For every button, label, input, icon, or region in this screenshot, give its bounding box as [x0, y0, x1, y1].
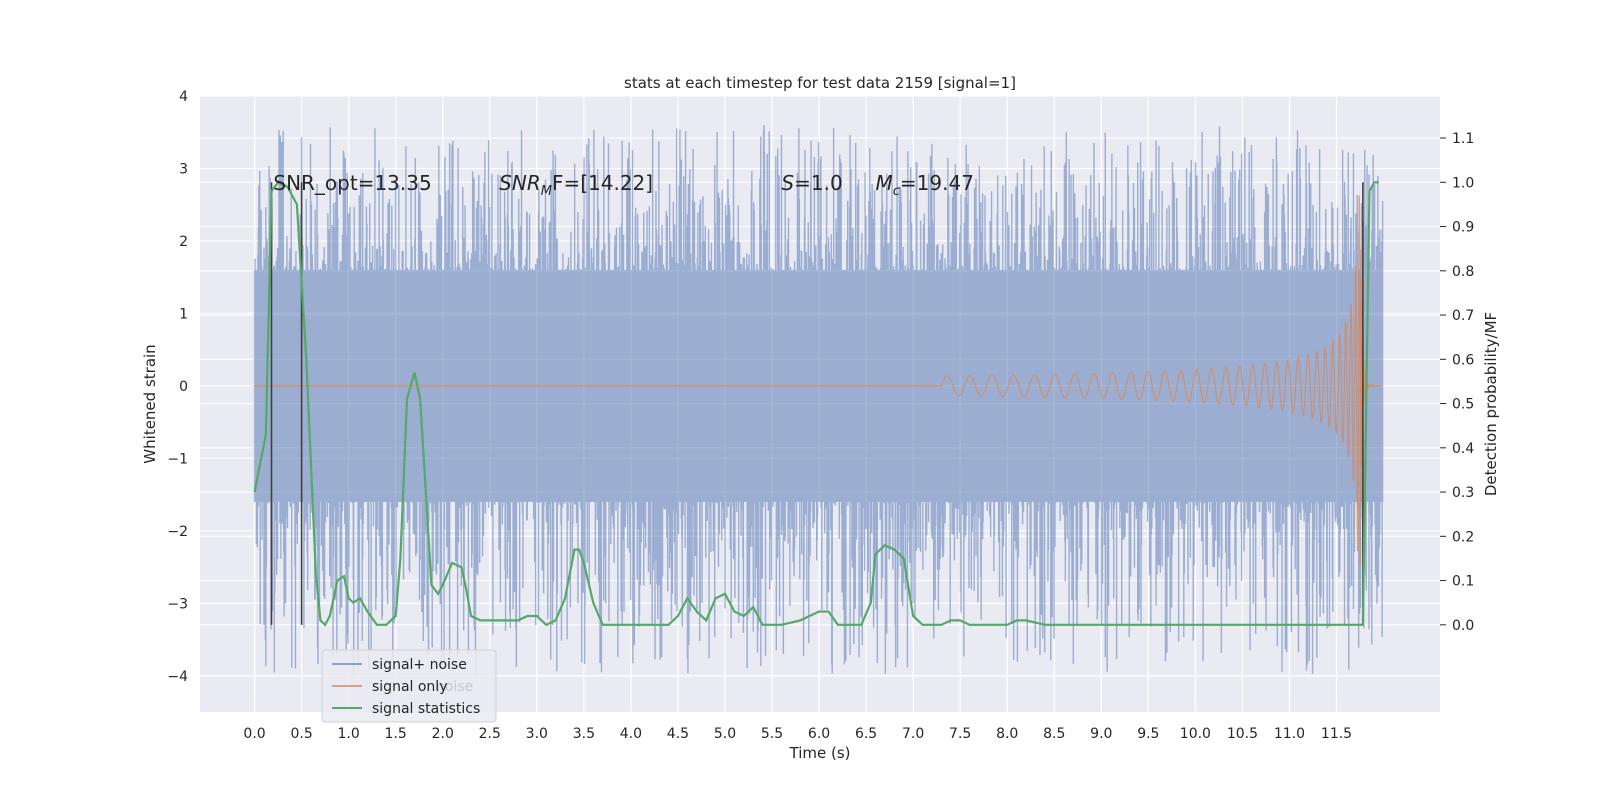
x-tick-label: 6.5 [855, 726, 877, 742]
y2-tick-label: 0.3 [1452, 485, 1474, 501]
x-tick-label: 1.5 [385, 726, 407, 742]
y2-tick-label: 1.1 [1452, 131, 1474, 147]
annotation-snr-mf: SNRMF=[14.22] [499, 171, 653, 199]
y2-tick-label: 0.6 [1452, 352, 1474, 368]
x-tick-label: 8.0 [996, 726, 1018, 742]
signal-statistics-series [253, 180, 1379, 627]
x-tick-label: 3.5 [573, 726, 595, 742]
legend-ghost-text: noise [436, 679, 473, 695]
annotation-part: =19.47 [900, 171, 974, 195]
y-tick-label: −2 [167, 524, 188, 540]
y-tick-label: 4 [179, 89, 188, 105]
x-tick-label: 10.5 [1227, 726, 1258, 742]
y2-tick-label: 0.8 [1452, 264, 1474, 280]
x-tick-label: 1.0 [338, 726, 360, 742]
x-tick-label: 5.0 [714, 726, 736, 742]
x-tick-label: 9.5 [1137, 726, 1159, 742]
signal-chirp-trace [940, 195, 1383, 566]
signal-only-series [254, 195, 1383, 566]
x-tick-label: 0.0 [243, 726, 265, 742]
signal-statistics-trace [253, 180, 1379, 627]
y-tick-label: −1 [167, 451, 188, 467]
x-axis-label: Time (s) [789, 744, 851, 762]
x-tick-label: 11.5 [1321, 726, 1352, 742]
x-tick-label: 6.0 [808, 726, 830, 742]
annotations: SNR_opt=13.35 SNRMF=[14.22] S=1.0 Mc=19.47 [273, 171, 974, 199]
annotation-part: F=[14.22] [552, 171, 653, 195]
x-tick-label: 5.5 [761, 726, 783, 742]
y2-tick-label: 0.9 [1452, 220, 1474, 236]
x-tick-label: 2.5 [479, 726, 501, 742]
legend-entry-signal-only: signal only [372, 679, 447, 695]
x-tick-label: 9.0 [1090, 726, 1112, 742]
annotation-part: S [781, 171, 794, 195]
x-tick-label: 4.0 [620, 726, 642, 742]
y-axis-ticks: 4 3 2 1 0 −1 −2 −3 −4 [167, 89, 188, 685]
x-tick-label: 2.0 [432, 726, 454, 742]
x-tick-label: 11.0 [1274, 726, 1305, 742]
x-axis-ticks: 0.0 0.5 1.0 1.5 2.0 2.5 3.0 3.5 4.0 4.5 5.0 5.5 6.0 6… [243, 726, 1352, 742]
annotation-subscript: c [893, 184, 900, 199]
annotation-mc-val: Mc=19.47 [876, 171, 974, 199]
annotation-snr-opt: SNR_opt=13.35 [273, 171, 431, 195]
y-tick-label: 0 [179, 379, 188, 395]
x-tick-label: 7.5 [949, 726, 971, 742]
annotation-part: M [876, 171, 893, 195]
x-tick-label: 10.0 [1180, 726, 1211, 742]
legend-entry-signal-noise: signal+ noise [372, 657, 467, 673]
chart-title: stats at each timestep for test data 215… [624, 74, 1016, 92]
x-tick-label: 0.5 [290, 726, 312, 742]
y2-tick-label: 0.0 [1452, 618, 1474, 634]
annotation-part: =1.0 [794, 171, 843, 195]
y-tick-label: 1 [179, 306, 188, 322]
x-tick-label: 7.0 [902, 726, 924, 742]
y2-tick-label: 0.1 [1452, 574, 1474, 590]
vertical-lines [270, 182, 1364, 625]
y-tick-label: 2 [179, 234, 188, 250]
y-tick-label: −3 [167, 596, 188, 612]
y-tick-label: −4 [167, 669, 188, 685]
annotation-part: SNR [499, 171, 541, 195]
x-tick-label: 8.5 [1043, 726, 1065, 742]
x-tick-label: 3.0 [526, 726, 548, 742]
legend-box [321, 649, 497, 723]
annotation-s-val: S=1.0 [781, 171, 842, 195]
y2-tick-label: 0.5 [1452, 397, 1474, 413]
y2-tick-label: 0.4 [1452, 441, 1474, 457]
annotation-subscript: M [541, 184, 552, 199]
y2-axis-ticks: 1.1 1.0 0.9 0.8 0.7 0.6 0.5 0.4 0.3 0.2 0.1 0.0 [1440, 131, 1474, 634]
legend: signal+ noise noise signal only signal s… [321, 649, 497, 723]
x-tick-label: 4.5 [667, 726, 689, 742]
y-axis-label: Whitened strain [141, 344, 159, 463]
y2-tick-label: 0.2 [1452, 529, 1474, 545]
y2-tick-label: 1.0 [1452, 175, 1474, 191]
y2-tick-label: 0.7 [1452, 308, 1474, 324]
y2-axis-label: Detection probability/MF [1482, 312, 1500, 496]
y-tick-label: 3 [179, 161, 188, 177]
legend-entry-signal-statistics: signal statistics [372, 701, 480, 717]
